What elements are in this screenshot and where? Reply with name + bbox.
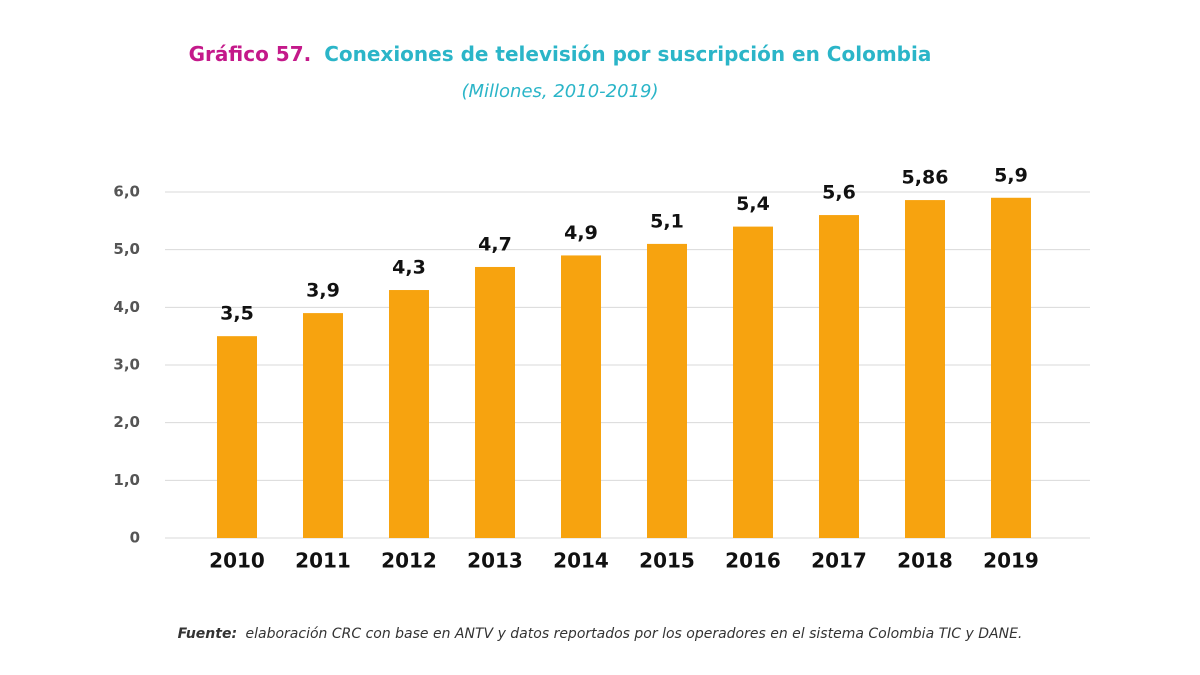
y-tick-label: 6,0 bbox=[113, 183, 140, 201]
x-tick-label: 2019 bbox=[983, 549, 1039, 573]
x-tick-label: 2011 bbox=[295, 549, 351, 573]
bar bbox=[905, 200, 945, 538]
bar bbox=[561, 255, 601, 538]
y-tick-label: 1,0 bbox=[113, 471, 140, 489]
x-tick-label: 2014 bbox=[553, 549, 609, 573]
y-tick-label: 4,0 bbox=[113, 298, 140, 316]
value-label: 5,6 bbox=[822, 182, 856, 204]
value-label: 5,86 bbox=[902, 167, 949, 189]
value-label: 4,7 bbox=[478, 233, 512, 255]
x-tick-label: 2015 bbox=[639, 549, 695, 573]
bar bbox=[733, 226, 773, 538]
source-note: Fuente: elaboración CRC con base en ANTV… bbox=[178, 626, 1023, 642]
title-label: Gráfico 57. bbox=[189, 42, 312, 66]
bar bbox=[389, 290, 429, 538]
x-tick-label: 2013 bbox=[467, 549, 523, 573]
y-tick-label: 0 bbox=[130, 529, 140, 547]
bar bbox=[217, 336, 257, 538]
value-label: 3,5 bbox=[220, 303, 254, 325]
x-tick-label: 2012 bbox=[381, 549, 437, 573]
value-label: 5,4 bbox=[736, 193, 770, 215]
chart-title: Gráfico 57. Conexiones de televisión por… bbox=[189, 42, 932, 66]
x-tick-label: 2017 bbox=[811, 549, 867, 573]
value-label: 4,3 bbox=[392, 257, 426, 279]
x-tick-label: 2016 bbox=[725, 549, 781, 573]
chart-subtitle: (Millones, 2010-2019) bbox=[461, 81, 658, 102]
source-label: Fuente: bbox=[178, 626, 237, 642]
source-text: elaboración CRC con base en ANTV y datos… bbox=[246, 626, 1023, 642]
y-tick-label: 5,0 bbox=[113, 240, 140, 258]
x-tick-label: 2018 bbox=[897, 549, 953, 573]
bar bbox=[991, 197, 1031, 538]
bar bbox=[475, 266, 515, 538]
value-label: 4,9 bbox=[564, 222, 598, 244]
value-label: 5,1 bbox=[650, 210, 684, 232]
bar bbox=[647, 243, 687, 538]
value-label: 5,9 bbox=[994, 164, 1028, 186]
title-text: Conexiones de televisión por suscripción… bbox=[324, 42, 931, 66]
bar bbox=[303, 313, 343, 538]
x-tick-label: 2010 bbox=[209, 549, 265, 573]
y-tick-label: 3,0 bbox=[113, 356, 140, 374]
bar bbox=[819, 215, 859, 539]
value-label: 3,9 bbox=[306, 280, 340, 302]
y-tick-label: 2,0 bbox=[113, 413, 140, 431]
